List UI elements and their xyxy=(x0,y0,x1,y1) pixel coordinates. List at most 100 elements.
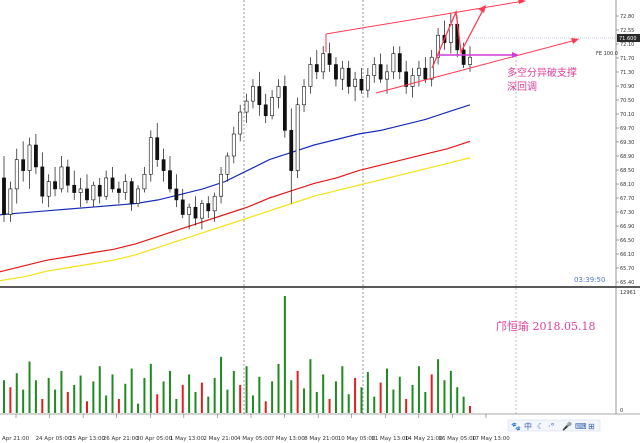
price-tick-label: 72.55 xyxy=(620,28,634,34)
trend-channel-drawing xyxy=(325,0,579,414)
candle-body xyxy=(231,133,236,157)
candle-body xyxy=(212,195,217,212)
price-tick-label: 67.70 xyxy=(620,196,634,202)
price-axis: 72.80 72.55 72.10 71.70 71.30 70.90 70.50 70.10… xyxy=(616,14,634,286)
grid-icon[interactable]: ⊞ xyxy=(588,422,595,431)
candle-body xyxy=(308,64,313,87)
candle-body xyxy=(346,67,351,87)
candle-body xyxy=(155,137,160,160)
price-tick-label: 71.70 xyxy=(620,56,634,62)
candle-body xyxy=(59,166,64,190)
candle-body xyxy=(372,64,377,76)
moving-averages xyxy=(0,104,471,282)
candle-body xyxy=(34,144,38,168)
annotation-line-1: 多空分异破支撑 xyxy=(507,66,577,79)
time-tick-label: 14 May 21:00 xyxy=(405,436,443,442)
toolbar-bg xyxy=(507,419,601,432)
candle-body xyxy=(161,159,166,171)
candle-body xyxy=(295,104,300,171)
candle-body xyxy=(129,181,134,204)
candle-body xyxy=(238,111,243,135)
time-tick-label: 1 May 13:00 xyxy=(170,436,205,442)
time-tick-label: 8 May 21:00 xyxy=(304,436,339,442)
candle-body xyxy=(365,75,370,91)
candle-body xyxy=(123,181,128,193)
candle-body xyxy=(468,56,472,65)
candle-body xyxy=(14,159,19,190)
time-tick-label: 10 May 05:00 xyxy=(338,436,376,442)
price-tick-label: 66.50 xyxy=(620,238,634,244)
price-tick-label: 66.10 xyxy=(620,252,634,258)
language-icon[interactable]: 中 xyxy=(524,421,532,431)
time-tick-label: Apr 21:00 xyxy=(2,436,30,442)
candle-body xyxy=(282,86,287,131)
price-tick-label: 70.50 xyxy=(620,98,634,104)
candle-body xyxy=(142,173,147,190)
paw-icon[interactable]: 🐾 xyxy=(511,422,521,431)
candle-body xyxy=(206,203,211,212)
current-price-badge xyxy=(617,34,640,42)
price-tick-label: 68.50 xyxy=(620,168,634,174)
channel-lower-arrow xyxy=(571,38,579,44)
candle-body xyxy=(53,181,57,190)
candle-body xyxy=(251,86,255,102)
current-price-label: 71.600 xyxy=(619,36,637,42)
dots-icon[interactable]: ·° xyxy=(548,422,555,431)
period-separators xyxy=(243,0,364,414)
ma-slow-line xyxy=(0,157,471,282)
candle-body xyxy=(378,64,383,80)
candle-body xyxy=(72,184,77,193)
moon-icon[interactable]: ☾ xyxy=(537,422,544,431)
price-tick-label: 70.90 xyxy=(620,84,634,90)
candle-body xyxy=(193,206,198,219)
candle-body xyxy=(321,53,326,73)
price-tick-label: 68.10 xyxy=(620,182,634,188)
candle-body xyxy=(91,184,96,201)
candlesticks xyxy=(2,13,472,230)
candle-body xyxy=(2,177,6,215)
candle-body xyxy=(8,188,13,215)
candle-body xyxy=(334,64,338,80)
candle-body xyxy=(436,34,440,58)
candle-body xyxy=(46,181,51,197)
candle-body xyxy=(353,78,357,87)
time-tick-label: 11 May 13:00 xyxy=(371,436,409,442)
candle-body xyxy=(429,56,434,80)
price-tick-label: 71.30 xyxy=(620,70,634,76)
price-tick-label: 70.10 xyxy=(620,112,634,118)
candle-body xyxy=(302,86,306,106)
candle-body xyxy=(340,67,345,80)
candle-body xyxy=(40,166,45,197)
candle-body xyxy=(97,184,102,197)
time-tick-label: 30 Apr 05:00 xyxy=(136,436,172,442)
candle-body xyxy=(391,53,396,73)
price-tick-label: 65.40 xyxy=(620,280,634,286)
candle-body xyxy=(225,155,230,175)
candle-body xyxy=(180,199,185,215)
candle-body xyxy=(423,67,428,80)
candle-body xyxy=(219,173,223,197)
author-signature: 邝恒瑜 2018.05.18 xyxy=(496,319,595,333)
candle-body xyxy=(174,188,179,201)
candle-body xyxy=(65,166,70,186)
candle-body xyxy=(314,64,319,73)
candle-body xyxy=(117,188,121,193)
candle-body xyxy=(276,86,281,98)
time-tick-label: 2 May 21:00 xyxy=(203,436,238,442)
candle-body xyxy=(168,170,172,190)
price-tick-label: 68.90 xyxy=(620,154,634,160)
candle-body xyxy=(78,188,83,193)
candle-body xyxy=(257,86,262,106)
candle-body xyxy=(397,53,402,73)
candle-body xyxy=(199,203,204,219)
candle-body xyxy=(148,137,153,175)
bar-countdown: 03:39:50 xyxy=(574,276,605,284)
candle-body xyxy=(110,177,115,190)
volume-axis: 12961 0 xyxy=(620,290,636,414)
candle-body xyxy=(27,144,32,171)
time-tick-label: 17 May 13:00 xyxy=(472,436,510,442)
mic-icon[interactable]: 🎤 xyxy=(562,421,572,431)
channel-lower-line xyxy=(375,39,577,94)
ma-fast-line xyxy=(0,104,471,216)
keyboard-icon[interactable]: ⌨ xyxy=(575,422,587,431)
